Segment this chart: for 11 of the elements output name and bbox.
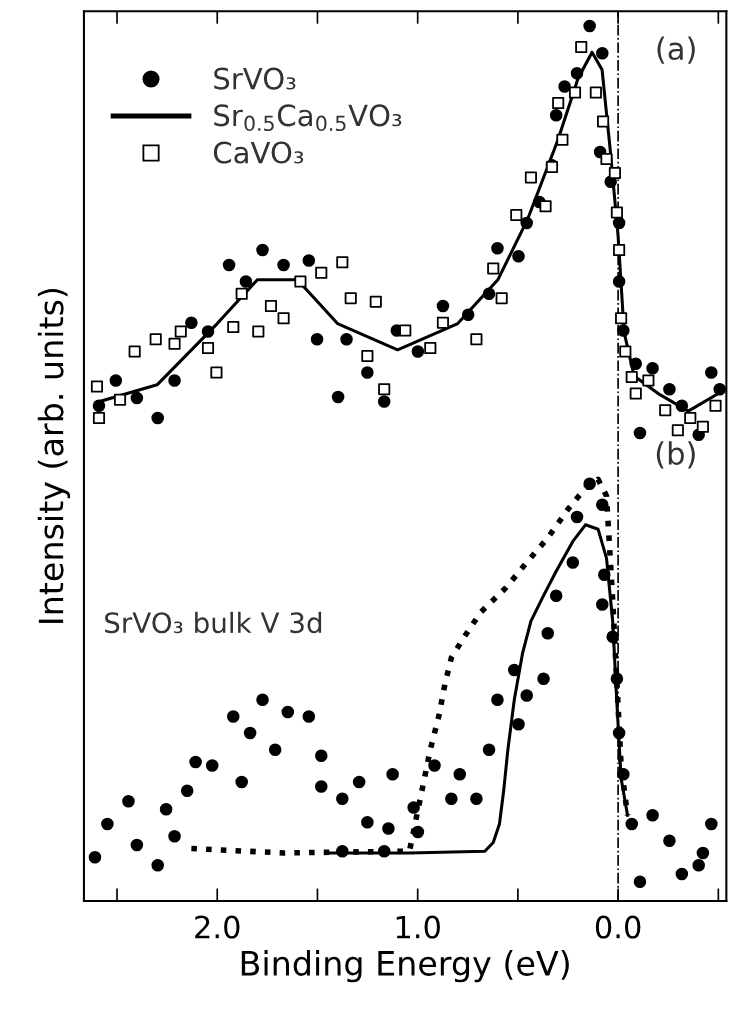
x-tick-label: 1.0	[396, 915, 440, 939]
x-tick-label: 2.0	[195, 915, 240, 939]
x-tick-label: 0.0	[595, 915, 641, 939]
legend-label: CaVO₃	[213, 141, 304, 164]
annotation: SrVO₃ bulk V 3d	[105, 611, 322, 634]
legend-label: Sr$_{0.5}$Ca$_{0.5}$VO₃	[214, 104, 402, 132]
x-axis-title: Binding Energy (eV)	[241, 950, 569, 983]
annotation: (a)	[657, 36, 695, 64]
annotation: (b)	[656, 441, 695, 469]
y-axis-title: Intensity (arb. units)	[37, 288, 71, 623]
legend-label: SrVO₃	[214, 67, 296, 90]
